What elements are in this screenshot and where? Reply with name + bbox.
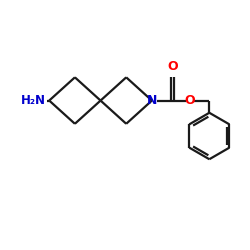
Text: O: O xyxy=(167,60,178,73)
Text: H₂N: H₂N xyxy=(20,94,46,107)
Text: N: N xyxy=(147,94,157,107)
Text: O: O xyxy=(184,94,195,107)
